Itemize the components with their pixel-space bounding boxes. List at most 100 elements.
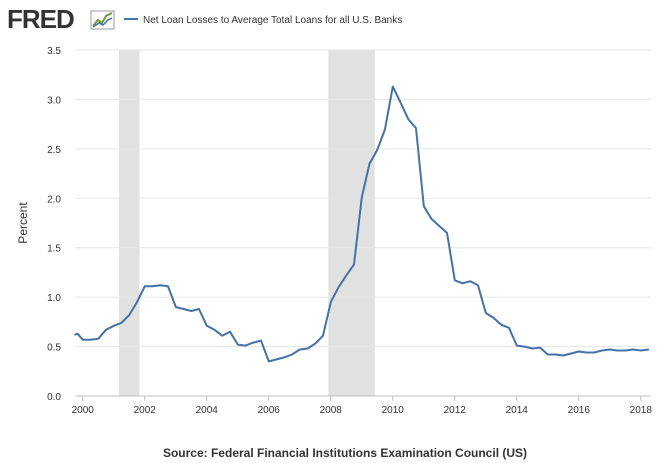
x-tick-label: 2014 xyxy=(506,405,529,416)
data-point xyxy=(577,350,580,353)
data-point xyxy=(322,334,324,337)
x-tick-label: 2008 xyxy=(320,405,343,416)
data-point xyxy=(291,353,293,356)
x-tick-label: 2004 xyxy=(196,405,219,416)
y-tick-label: 3.0 xyxy=(47,95,61,106)
data-point xyxy=(484,312,487,314)
data-point xyxy=(236,343,239,346)
data-point xyxy=(174,306,177,308)
fred-logo-text: FRED xyxy=(7,4,74,34)
data-point xyxy=(438,225,441,227)
data-point xyxy=(120,322,123,324)
data-point xyxy=(244,344,247,347)
data-point xyxy=(329,301,332,303)
series-line xyxy=(74,85,649,363)
data-point xyxy=(353,263,355,266)
recession-band xyxy=(328,50,375,396)
data-point xyxy=(97,337,100,340)
data-point xyxy=(345,274,348,277)
data-point xyxy=(546,353,549,356)
data-point xyxy=(112,325,115,327)
x-tick-label: 2016 xyxy=(568,405,591,416)
data-point xyxy=(76,332,79,335)
y-tick-label: 2.0 xyxy=(47,194,61,205)
data-point xyxy=(616,349,619,352)
data-point xyxy=(570,352,572,355)
data-point xyxy=(508,326,510,329)
data-point xyxy=(608,348,611,351)
data-point xyxy=(469,280,472,283)
data-point xyxy=(430,218,433,220)
data-point xyxy=(267,360,270,363)
data-point xyxy=(74,333,76,336)
data-point xyxy=(167,285,169,288)
data-point xyxy=(298,348,301,351)
data-point xyxy=(283,356,286,359)
data-point xyxy=(190,310,193,312)
data-point xyxy=(391,85,394,88)
data-point xyxy=(151,285,154,288)
recession-band xyxy=(119,50,140,396)
data-point xyxy=(136,301,138,303)
data-point xyxy=(89,338,92,341)
data-point xyxy=(593,351,596,354)
data-point xyxy=(143,285,146,288)
data-point xyxy=(337,286,340,289)
y-tick-label: 2.5 xyxy=(47,145,61,156)
x-tick-label: 2018 xyxy=(630,405,653,416)
data-point xyxy=(81,338,84,341)
data-point xyxy=(523,345,526,348)
legend-label: Net Loan Losses to Average Total Loans f… xyxy=(143,15,402,26)
x-tick-label: 2006 xyxy=(258,405,281,416)
data-point xyxy=(515,344,518,347)
source-note: Source: Federal Financial Institutions E… xyxy=(163,446,527,460)
data-point xyxy=(585,351,588,354)
data-point xyxy=(198,308,200,310)
data-point xyxy=(221,334,224,337)
data-point xyxy=(128,314,131,316)
x-tick-label: 2002 xyxy=(134,405,157,416)
fred-logo[interactable]: FRED xyxy=(7,4,115,34)
data-point xyxy=(399,101,402,104)
data-point xyxy=(252,341,255,344)
legend: Net Loan Losses to Average Total Loans f… xyxy=(124,15,402,26)
x-tick-label: 2012 xyxy=(444,405,467,416)
data-point xyxy=(562,354,565,357)
data-point xyxy=(539,346,541,349)
recession-bands xyxy=(119,50,375,396)
data-point xyxy=(492,317,495,319)
y-axis-ticks: 0.0 0.5 1.0 1.5 2.0 2.5 3.0 3.5 xyxy=(47,46,61,403)
data-point xyxy=(205,325,208,327)
y-tick-label: 0.5 xyxy=(47,343,61,354)
x-tick-label: 2010 xyxy=(382,405,405,416)
data-point xyxy=(306,347,309,350)
data-point xyxy=(314,342,317,345)
data-point xyxy=(105,328,107,331)
gridlines xyxy=(75,49,651,397)
data-point xyxy=(647,348,650,351)
data-point xyxy=(415,127,417,129)
data-point xyxy=(632,348,634,351)
data-point xyxy=(500,324,503,326)
data-point xyxy=(407,118,410,120)
data-point xyxy=(229,330,231,333)
data-point xyxy=(376,149,379,151)
data-point xyxy=(384,128,386,130)
y-axis-label: Percent xyxy=(16,202,30,244)
data-point xyxy=(446,232,448,234)
data-point xyxy=(213,328,216,331)
y-tick-label: 1.0 xyxy=(47,293,61,304)
data-point xyxy=(159,284,162,287)
series-layer xyxy=(74,85,650,363)
data-point xyxy=(554,353,557,356)
data-point xyxy=(260,339,262,342)
data-point xyxy=(531,347,534,350)
x-axis-ticks: 2000 2002 2004 2006 2008 2010 2012 2014 2016 2018 xyxy=(72,396,653,416)
data-point xyxy=(360,196,363,199)
data-point xyxy=(601,349,603,352)
data-point xyxy=(453,279,456,282)
data-point xyxy=(182,308,185,310)
data-point xyxy=(422,205,425,207)
data-point xyxy=(368,162,371,165)
